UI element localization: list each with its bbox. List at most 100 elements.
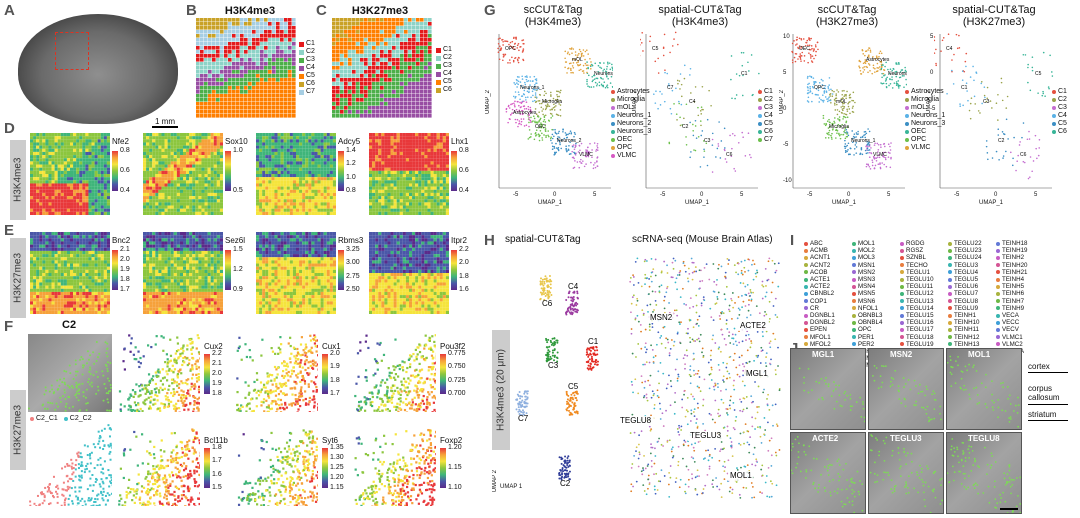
g-legend-dot [758, 114, 762, 118]
legend-swatch-c3 [299, 58, 304, 63]
i-dot [804, 342, 808, 346]
g-legend-dot [758, 138, 762, 142]
d-map-wrap-sox10 [143, 133, 223, 215]
i-name: TEINH18 [1002, 240, 1027, 247]
g-ylabel-0: UMAP_2 [485, 90, 491, 114]
g-legend-text: C7 [764, 136, 773, 144]
g-legend-text: OPC [911, 136, 926, 144]
i-item: PER1 [852, 334, 882, 341]
g-legend-dot [758, 130, 762, 134]
i-dot [900, 306, 904, 310]
i-item: TEINH13 [948, 341, 982, 348]
i-dot [996, 328, 1000, 332]
e-tick: 1.5 [233, 246, 243, 253]
legend-text-c1: C1 [306, 40, 315, 48]
i-dot [996, 242, 1000, 246]
i-name: CR [810, 305, 819, 312]
panel-e-label: E [4, 222, 14, 239]
i-item: ACNT1 [804, 254, 835, 261]
i-item: EPEN [804, 326, 835, 333]
i-item: ACMB [804, 247, 835, 254]
f-tick: 2.2 [212, 350, 222, 357]
i-dot [996, 292, 1000, 296]
i-name: MOL1 [858, 240, 875, 247]
i-dot [948, 342, 952, 346]
g-legend-dot [758, 90, 762, 94]
i-dot [852, 321, 856, 325]
panel-h-side-label: H3K4me3 (20 μm) [492, 330, 510, 450]
i-name: ACOB [810, 269, 828, 276]
d-tick: 0.4 [120, 187, 130, 194]
i-name: ACNT1 [810, 254, 830, 261]
d-map-wrap-lhx1 [369, 133, 449, 215]
annotation-cortex: cortex [1028, 362, 1050, 371]
legend-text-c6: C6 [306, 80, 315, 88]
g-legend-item: C5 [1052, 120, 1067, 128]
g-legend-text: VLMC [617, 152, 636, 160]
g-legend-text: VLMC [911, 144, 930, 152]
i-name: TEINH11 [954, 326, 979, 333]
d-gene-sox10: Sox10 [225, 137, 248, 146]
i-name: MOL3 [858, 254, 875, 261]
legend-swatch-c1 [436, 48, 441, 53]
i-name: TEGLU6 [954, 283, 978, 290]
g-legend-text: C4 [764, 112, 773, 120]
panel-c-title: H3K27me3 [330, 5, 430, 17]
g-xtick: -5 [954, 192, 959, 198]
i-item: TEGLU24 [948, 254, 982, 261]
g-legend-text: OEC [617, 136, 632, 144]
g-legend-text: C5 [1058, 120, 1067, 128]
i-item: OBNBL4 [852, 319, 882, 326]
g-legend-item: C1 [1052, 88, 1067, 96]
panel-e-side-label: H3K27me3 [10, 238, 26, 318]
e-map-wrap-sez6l [143, 232, 223, 314]
i-dot [900, 278, 904, 282]
i-name: PER1 [858, 334, 874, 341]
f-map-wrap-cux1 [236, 334, 318, 412]
e-tick: 1.9 [120, 266, 130, 273]
e-heatmap-rbms3 [256, 232, 336, 314]
legend-item-c6: C6 [436, 86, 452, 94]
i-item: TEINH19 [996, 247, 1027, 254]
i-dot [852, 278, 856, 282]
cluster-map-h3k27me3 [332, 18, 432, 118]
g-xtick: 0 [847, 192, 850, 198]
i-item: RGSZ [900, 247, 934, 254]
i-item: ACNT2 [804, 262, 835, 269]
i-item: TEGLU18 [900, 334, 934, 341]
panel-h-title-right: scRNA-seq (Mouse Brain Atlas) [632, 234, 773, 245]
g-legend-dot [905, 114, 909, 118]
legend-text-c3: C3 [306, 56, 315, 64]
j-tile-mgl1 [790, 348, 866, 430]
g-legend-item: C7 [758, 136, 773, 144]
f-colorbar-foxp2 [440, 448, 446, 488]
i-item: VLMC2 [996, 341, 1027, 348]
g-cluster-label: C1 [741, 71, 748, 77]
i-name: TEINH10 [954, 319, 979, 326]
g-legend-item: C2 [1052, 96, 1067, 104]
i-dot [948, 335, 952, 339]
i-item: TEGLU8 [948, 298, 982, 305]
g-legend-item: C3 [758, 104, 773, 112]
i-name: TEINH20 [1002, 262, 1027, 269]
f-tick: 1.9 [330, 363, 340, 370]
i-dot [996, 335, 1000, 339]
i-dot [996, 270, 1000, 274]
i-item: TEGLU1 [900, 269, 934, 276]
i-name: MSN2 [858, 269, 875, 276]
i-dot [900, 292, 904, 296]
i-item: TEGLU11 [900, 283, 934, 290]
panel-b-title: H3K4me3 [200, 5, 300, 17]
i-dot [900, 256, 904, 260]
i-item: TEINH7 [996, 298, 1027, 305]
g-umap-2: OECmOLVLMCOPCNeurons_1Neurons_3Microglia… [787, 30, 907, 190]
i-name: ACTE1 [810, 276, 830, 283]
j-tile-acte2 [790, 432, 866, 514]
g-legend-text: C2 [764, 96, 773, 104]
f-heatmap-bcl11b [118, 428, 200, 506]
g-cluster-label: OPC [505, 46, 516, 52]
i-name: TEGLU23 [954, 247, 982, 254]
